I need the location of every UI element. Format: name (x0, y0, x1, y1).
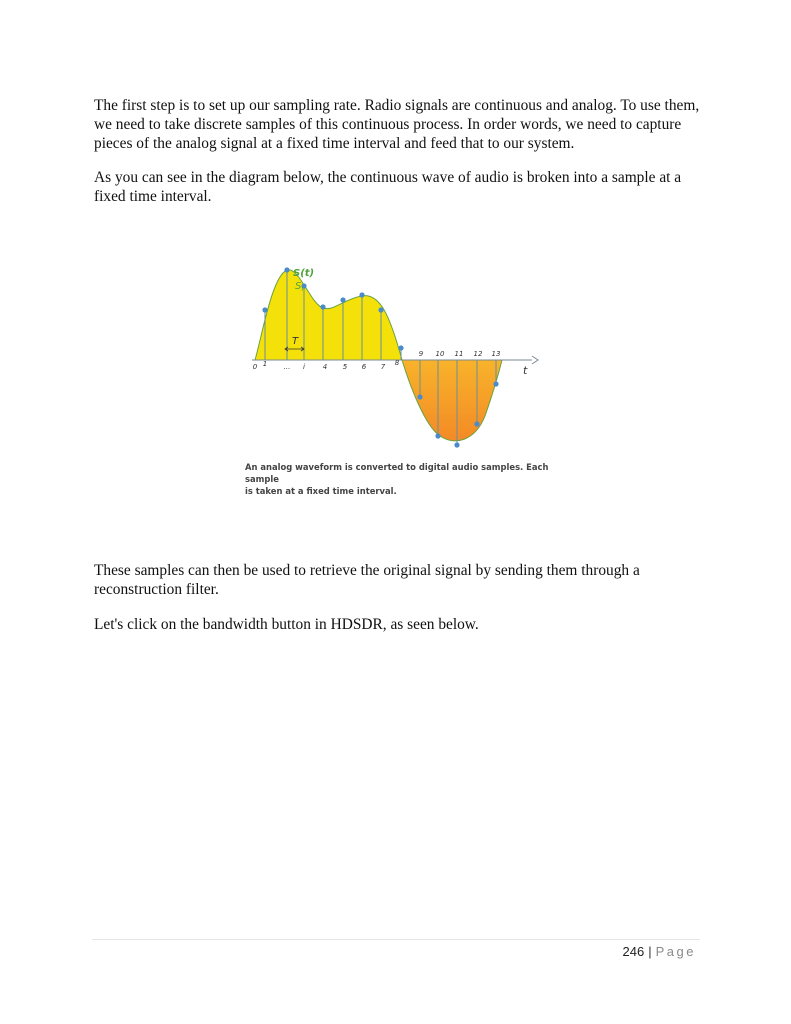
tick-label: 10 (436, 350, 445, 358)
tick-label: 11 (455, 350, 464, 358)
axis-label-t: t (523, 364, 528, 377)
tick-label: 1 (263, 360, 267, 368)
sample-label: Si (295, 281, 303, 293)
tick-label: 8 (395, 359, 400, 367)
footer-separator: | (648, 944, 652, 959)
paragraph-sampling-rate: The first step is to set up our sampling… (94, 97, 700, 152)
page-word: Page (655, 944, 696, 959)
footer-divider (92, 939, 700, 940)
tick-label: 6 (362, 363, 367, 371)
tick-label: i (303, 363, 305, 371)
figure-caption: An analog waveform is converted to digit… (245, 461, 565, 497)
tick-label: 12 (474, 350, 483, 358)
negative-lobe-fill (401, 359, 503, 442)
signal-label: S(t) (293, 268, 314, 279)
caption-line-2: is taken at a fixed time interval. (245, 486, 397, 496)
sampling-diagram: S(t) Si T t 0 1 ... i 4 5 6 7 8 9 10 11 … (252, 267, 539, 448)
axis-arrow-icon (531, 355, 539, 365)
paragraph-bandwidth-button: Let's click on the bandwidth button in H… (94, 616, 479, 633)
positive-lobe-fill (254, 269, 403, 361)
sample-stems (264, 270, 497, 445)
tick-label: 13 (492, 350, 501, 358)
sample-dots (262, 267, 499, 448)
tick-label: ... (284, 363, 291, 371)
tick-label: 0 (253, 363, 258, 371)
paragraph-diagram-intro: As you can see in the diagram below, the… (94, 169, 682, 205)
paragraph-reconstruction: These samples can then be used to retrie… (94, 562, 640, 598)
tick-label: 9 (419, 350, 424, 358)
tick-label: 5 (343, 363, 348, 371)
page-footer: 246 | Page (623, 944, 696, 959)
caption-line-1: An analog waveform is converted to digit… (245, 462, 549, 484)
tick-label: 7 (381, 363, 386, 371)
interval-label: T (292, 336, 299, 347)
tick-label: 4 (323, 363, 327, 371)
page-number: 246 (622, 944, 645, 959)
